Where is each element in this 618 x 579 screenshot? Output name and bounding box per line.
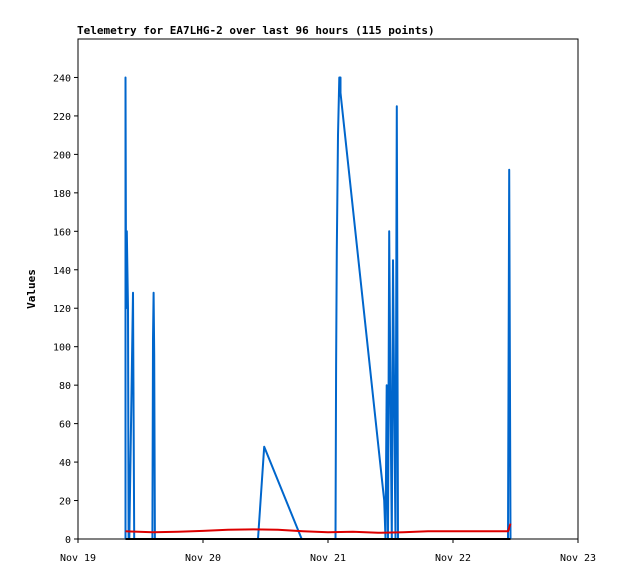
chart-title: Telemetry for EA7LHG-2 over last 96 hour… [77,24,435,37]
series-line-1 [124,76,512,540]
x-tick-label: Nov 19 [60,553,96,564]
y-tick-label: 180 [53,189,71,200]
y-tick-label: 140 [53,266,71,277]
y-tick-label: 240 [53,73,71,84]
x-tick-label: Nov 23 [560,553,596,564]
y-tick-label: 160 [53,227,71,238]
y-tick-label: 0 [65,535,71,546]
y-axis-label: Values [25,269,38,309]
x-tick-label: Nov 20 [185,553,221,564]
y-tick-label: 40 [59,458,71,469]
x-axis: Nov 19 Nov 20 Nov 21 Nov 22 Nov 23 [60,539,596,564]
y-axis: 0 20 40 60 80 100 120 140 160 180 200 220 240 [53,73,78,546]
x-tick-label: Nov 21 [310,553,346,564]
y-tick-label: 120 [53,304,71,315]
series-line-2 [125,523,512,534]
series-layer [124,76,512,540]
y-tick-label: 80 [59,381,71,392]
y-tick-label: 220 [53,112,71,123]
x-tick-label: Nov 22 [435,553,471,564]
y-tick-label: 20 [59,497,71,508]
y-tick-label: 60 [59,420,71,431]
y-tick-label: 100 [53,343,71,354]
y-tick-label: 200 [53,150,71,161]
